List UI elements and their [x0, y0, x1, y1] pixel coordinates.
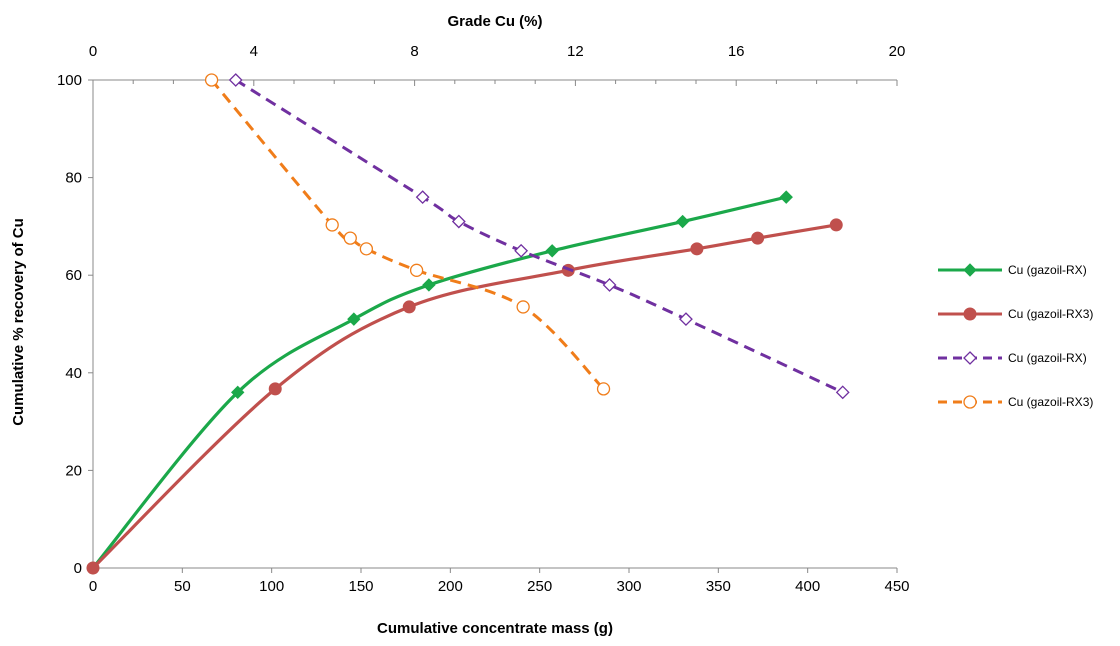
legend-item: Cu (gazoil-RX): [938, 351, 1087, 365]
data-point: [516, 300, 530, 314]
series-2: [86, 218, 843, 575]
data-point: [228, 73, 243, 87]
data-point: [675, 214, 690, 229]
data-point: [422, 278, 436, 292]
x2-tick-label: 0: [89, 43, 97, 60]
legend-label: Cu (gazoil-RX3): [1008, 395, 1093, 409]
series-4: [204, 73, 611, 396]
y-tick-label: 40: [65, 365, 82, 382]
legend-item: Cu (gazoil-RX3): [938, 395, 1093, 409]
axes: [88, 79, 898, 573]
data-point: [86, 561, 100, 575]
data-point: [602, 278, 617, 292]
series-3: [228, 73, 850, 400]
y-tick-label: 20: [65, 462, 82, 479]
y-axis-title: Cumulative % recovery of Cu: [10, 218, 27, 426]
data-point: [835, 385, 850, 400]
data-point: [347, 312, 361, 326]
data-point: [402, 300, 416, 314]
x2-tick-label: 12: [567, 43, 584, 60]
legend-swatch-marker: [963, 351, 977, 365]
data-point: [325, 218, 339, 232]
x2-tick-label: 16: [728, 43, 745, 60]
legend-label: Cu (gazoil-RX3): [1008, 307, 1093, 321]
data-point: [451, 214, 466, 229]
y-tick-label: 100: [57, 72, 82, 89]
data-point: [204, 73, 219, 87]
data-point: [545, 244, 559, 258]
x-tick-label: 200: [438, 578, 463, 595]
top-axis-title: Grade Cu (%): [447, 13, 542, 30]
series-line: [91, 223, 837, 570]
data-point: [359, 242, 374, 256]
data-point: [268, 382, 282, 396]
legend-label: Cu (gazoil-RX): [1008, 351, 1087, 365]
y-tick-label: 80: [65, 170, 82, 187]
data-point: [231, 385, 245, 400]
data-point: [343, 231, 357, 245]
x-tick-label: 300: [616, 578, 641, 595]
legend-swatch-marker: [963, 263, 977, 277]
x-tick-label: 150: [348, 578, 373, 595]
y-tick-label: 0: [74, 560, 82, 577]
x-tick-label: 450: [884, 578, 909, 595]
x-tick-label: 0: [89, 578, 97, 595]
x-tick-label: 400: [795, 578, 820, 595]
x2-tick-label: 20: [889, 43, 906, 60]
legend: Cu (gazoil-RX) Cu (gazoil-RX3) Cu (gazoil-…: [938, 263, 1093, 409]
data-point: [415, 190, 430, 205]
data-point: [596, 382, 611, 396]
x2-tick-label: 8: [410, 43, 418, 60]
x-tick-label: 100: [259, 578, 284, 595]
y-tick-label: 60: [65, 267, 82, 284]
series-layer: [86, 73, 850, 575]
legend-label: Cu (gazoil-RX): [1008, 263, 1087, 277]
x-tick-label: 50: [174, 578, 191, 595]
x-tick-label: 350: [706, 578, 731, 595]
x2-tick-label: 4: [250, 43, 258, 60]
data-point: [514, 243, 529, 258]
legend-swatch-marker: [963, 395, 977, 409]
data-point: [679, 312, 693, 327]
data-point: [690, 242, 704, 256]
data-point: [829, 218, 843, 232]
legend-swatch-marker: [963, 307, 977, 321]
x-tick-label: 250: [527, 578, 552, 595]
legend-item: Cu (gazoil-RX): [938, 263, 1087, 277]
data-point: [779, 190, 793, 204]
series-line: [210, 79, 605, 390]
series-1: [86, 190, 793, 575]
data-point: [751, 231, 765, 245]
legend-item: Cu (gazoil-RX3): [938, 307, 1093, 321]
data-point: [409, 263, 424, 277]
bottom-axis-title: Cumulative concentrate mass (g): [377, 620, 613, 637]
